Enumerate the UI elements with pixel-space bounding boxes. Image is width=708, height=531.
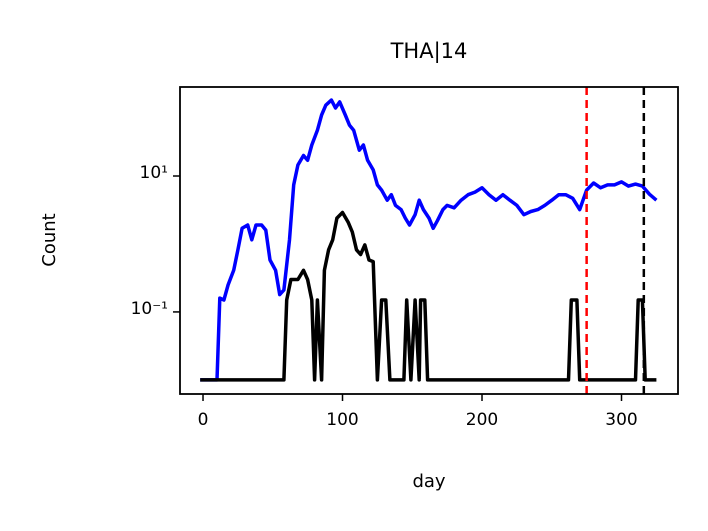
plot-frame bbox=[179, 86, 679, 395]
x-tick-label: 0 bbox=[198, 410, 209, 430]
x-tick-label: 100 bbox=[326, 410, 358, 430]
y-axis-label: Count bbox=[39, 213, 60, 266]
x-tick-label: 200 bbox=[466, 410, 498, 430]
y-tick-label: 10⁻¹ bbox=[131, 299, 168, 319]
x-tick-label: 300 bbox=[605, 410, 637, 430]
x-axis-label: day bbox=[412, 471, 445, 492]
y-tick-label: 10¹ bbox=[140, 163, 168, 183]
series-line bbox=[200, 98, 658, 382]
chart-title: THA|14 bbox=[390, 39, 468, 64]
series-line bbox=[200, 210, 657, 382]
